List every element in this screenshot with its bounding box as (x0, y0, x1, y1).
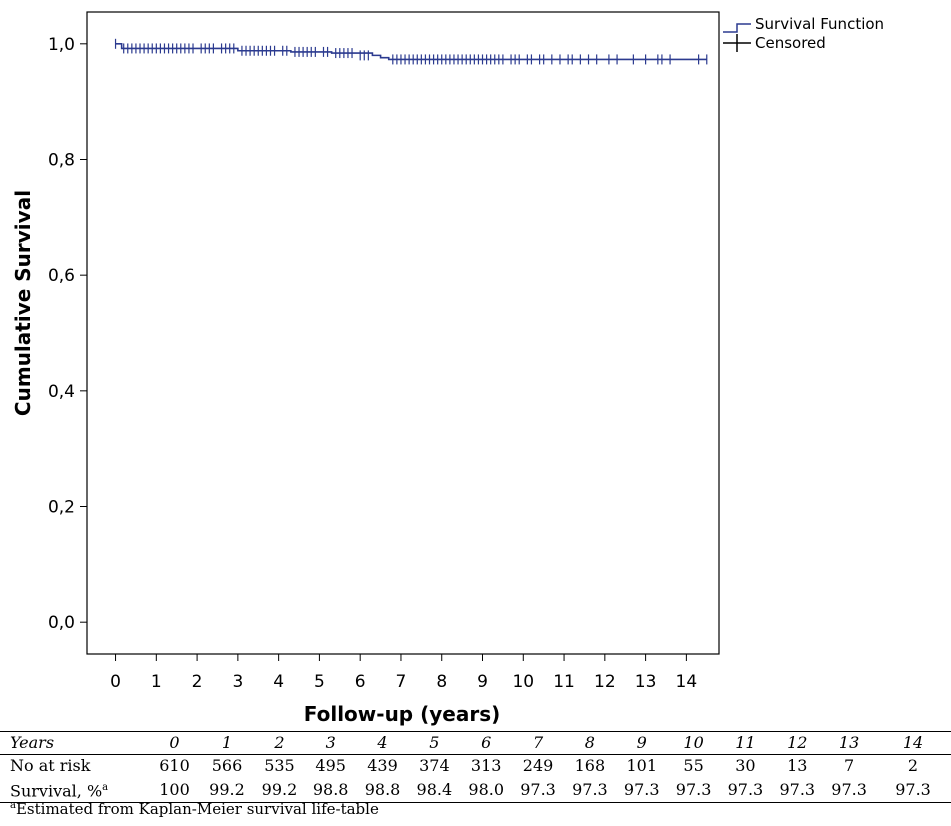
x-tick-label: 1 (151, 672, 162, 692)
row-label-text: No at risk (10, 756, 91, 775)
life-table-cell: 97.3 (563, 777, 616, 804)
x-tick-label: 6 (355, 672, 366, 692)
row-label-text: Survival, % (10, 781, 103, 801)
life-table-header-year: 13 (823, 731, 876, 755)
life-table-cell: 98.8 (356, 777, 409, 804)
life-table-header-label: Years (0, 731, 150, 755)
footnote-marker: a (10, 800, 16, 811)
life-table-cell: 97.3 (615, 777, 668, 804)
life-table-header-year: 11 (719, 731, 772, 755)
y-tick-label: 0,4 (48, 382, 75, 402)
life-table-cell: 97.3 (875, 777, 951, 804)
life-table-header-year: 14 (875, 731, 951, 755)
life-table-cell: 30 (735, 756, 756, 775)
x-tick-label: 5 (314, 672, 325, 692)
life-table-header-year: 9 (615, 731, 668, 755)
life-table-cell: 610 (159, 756, 190, 775)
life-table-cell: 100 (149, 777, 200, 804)
life-table-header-year: 4 (356, 731, 409, 755)
life-table-header-year: 12 (771, 731, 824, 755)
life-table-cell: 439 (367, 756, 398, 775)
life-table-cell: 313 (470, 756, 502, 775)
life-table: Years 0 1 2 3 4 5 6 7 8 9 10 11 12 13 14 No at risk 610 56… (0, 731, 951, 804)
life-table-row: No at risk 610 566 535 495 439 374 313 249 168 101… (0, 755, 951, 778)
life-table-cell: 13 (787, 756, 808, 775)
legend-censored-label: Censored (755, 34, 826, 52)
life-table-header-year: 5 (408, 731, 461, 755)
x-tick-label: 10 (512, 672, 534, 692)
life-table-header-year: 6 (460, 731, 513, 755)
plot-area-frame (86, 11, 720, 655)
x-tick-label: 14 (676, 672, 698, 692)
x-tick-label: 12 (594, 672, 616, 692)
x-tick-label: 2 (192, 672, 203, 692)
x-tick-label: 13 (635, 672, 657, 692)
life-table-cell: 101 (626, 756, 657, 775)
x-tick-label: 11 (553, 672, 575, 692)
life-table-cell: 97.3 (719, 777, 772, 804)
life-table-cell: 98.0 (460, 777, 513, 804)
life-table-cell: 7 (844, 756, 855, 775)
x-tick-label: 9 (477, 672, 488, 692)
life-table-cell: 97.3 (512, 777, 564, 804)
life-table-cell: 98.8 (304, 777, 357, 804)
x-axis-title: Follow-up (years) (304, 702, 500, 726)
legend-survival-function-label: Survival Function (755, 15, 884, 33)
table-footnote: aEstimated from Kaplan-Meier survival li… (10, 800, 379, 818)
life-table-row-label: No at risk (0, 755, 149, 778)
life-table-cell: 168 (574, 756, 606, 775)
footnote-text: Estimated from Kaplan-Meier survival lif… (15, 800, 379, 818)
x-tick-label: 7 (396, 672, 407, 692)
survival-function-line (115, 43, 707, 61)
life-table-header-year: 8 (563, 731, 616, 755)
life-table-header-year: 3 (304, 731, 357, 755)
life-table-cell: 2 (907, 756, 919, 775)
life-table-cell: 97.3 (667, 777, 720, 804)
life-table-header-year: 1 (199, 731, 255, 755)
x-tick-label: 0 (110, 672, 121, 692)
life-table-header-year: 10 (667, 731, 720, 755)
life-table-cell: 97.3 (823, 777, 876, 804)
life-table-cell: 374 (419, 756, 450, 775)
x-tick-label: 4 (273, 672, 284, 692)
life-table-header-year: 2 (254, 731, 305, 755)
life-table-cell: 535 (264, 756, 295, 775)
life-table-cell: 566 (211, 756, 243, 775)
life-table-row-label: Survival, %a (0, 777, 150, 804)
survival-chart: 0 1 2 3 4 5 6 7 8 9 10 11 12 13 140,00,20,40,60,81,0 S… (11, 11, 884, 726)
life-table-row: Survival, %a 100 99.2 99.2 98.8 98.8 98.4 98.0 9… (0, 777, 951, 804)
life-table-cell: 55 (683, 756, 704, 775)
legend-survival-function-swatch (723, 23, 751, 33)
y-tick-label: 0,6 (48, 266, 75, 286)
life-table-cell: 99.2 (199, 777, 255, 804)
life-table-header-year: 0 (149, 731, 200, 755)
life-table-header-row: Years 0 1 2 3 4 5 6 7 8 9 10 11 12 13 14 (0, 731, 951, 755)
y-tick-label: 1,0 (48, 35, 75, 55)
y-tick-label: 0,8 (48, 150, 75, 170)
life-table-cell: 249 (522, 756, 554, 775)
row-label-footnote-marker: a (102, 782, 109, 793)
life-table-cell: 98.4 (408, 777, 461, 804)
y-axis-title: Cumulative Survival (11, 190, 35, 416)
life-table-cell: 99.2 (254, 777, 305, 804)
life-table-cell: 495 (315, 756, 346, 775)
x-tick-label: 8 (436, 672, 447, 692)
y-tick-label: 0,2 (48, 498, 75, 518)
y-tick-label: 0,0 (48, 613, 75, 633)
life-table-header-year: 7 (512, 731, 564, 755)
x-tick-label: 3 (232, 672, 243, 692)
life-table-cell: 97.3 (771, 777, 824, 804)
